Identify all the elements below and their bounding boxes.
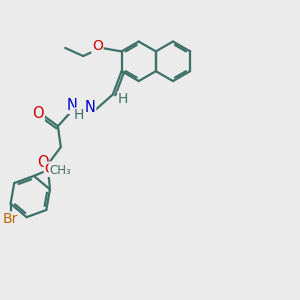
Text: O: O xyxy=(44,162,55,176)
Text: H: H xyxy=(74,108,84,122)
Text: Br: Br xyxy=(3,212,18,226)
Text: O: O xyxy=(37,155,48,170)
Text: O: O xyxy=(33,106,44,121)
Text: O: O xyxy=(92,39,103,53)
Text: H: H xyxy=(118,92,128,106)
Text: N: N xyxy=(66,98,77,113)
Text: N: N xyxy=(85,100,96,115)
Text: CH₃: CH₃ xyxy=(49,164,71,177)
